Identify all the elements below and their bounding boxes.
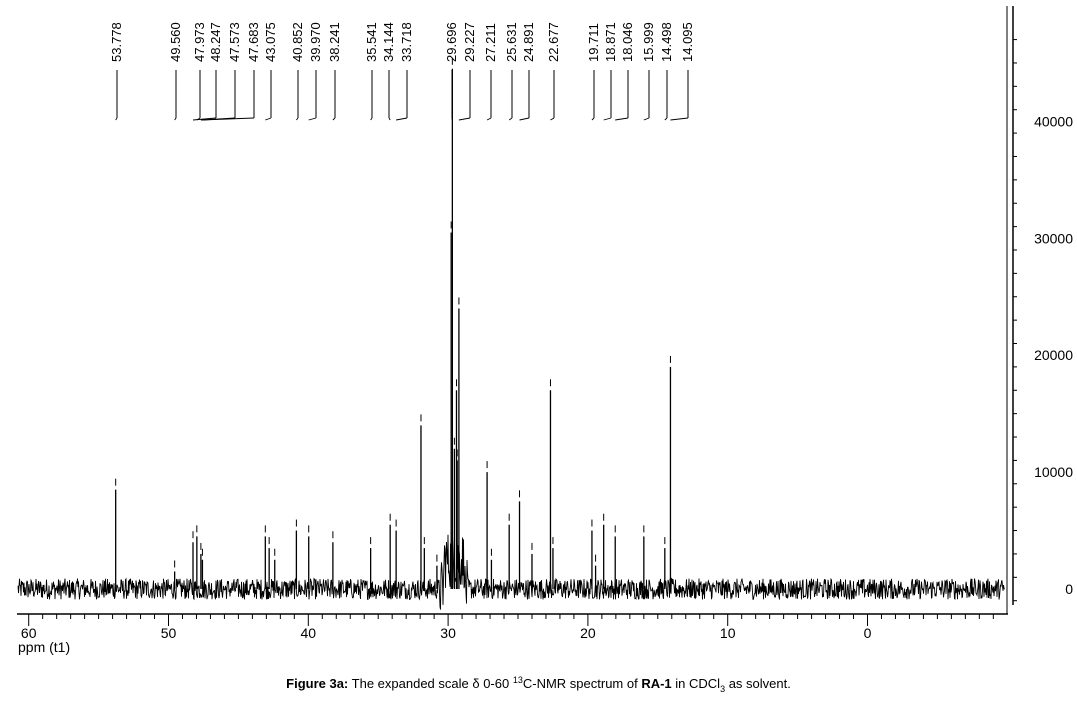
peak-label-connector [396,117,408,121]
peak-label-connector [265,117,272,121]
caption-subscript: 3 [720,684,726,694]
peak-label: 35.541 [364,22,379,62]
peak-label-connector [332,117,336,121]
peak-label: 47.573 [227,22,242,62]
peak-label-connector [603,117,612,121]
nmr-spectrum-chart: 53.778 49.560 47.973 48.247 47.573 47.683 43.0… [17,6,1073,655]
peak-label-connector [643,117,650,121]
peak-label-connector [519,117,530,121]
peak-label-layer: 53.778 49.560 47.973 48.247 47.573 47.683 43.0… [109,22,695,121]
baseline-noise-trace [17,534,1005,610]
peak-label-connector [591,117,595,121]
x-tick-label: 50 [161,625,177,641]
caption-text-end: as solvent. [725,676,791,691]
peak-label: 38.241 [327,22,342,62]
peak-label: 47.683 [246,22,261,62]
peak-label-connector [192,117,217,121]
y-tick-label: 0 [1065,581,1073,597]
x-tick-label: 60 [21,625,37,641]
peak-label-connector [370,117,373,121]
x-axis-label: ppm (t1) [18,639,70,655]
peak-label: 18.871 [603,22,618,62]
peak-label-connector [296,117,299,121]
peak-label: 47.973 [192,22,207,62]
axes-layer: 60 50 40 30 20 10 0 0 10000 20000 30000 40000 [17,6,1073,641]
peak-label: 15.999 [641,22,656,62]
caption-compound: RA-1 [641,676,672,691]
peak-label: 27.211 [483,23,498,62]
peak-label-connector [508,117,513,121]
y-tick-label: 10000 [1034,464,1073,480]
peak-label: 34.144 [381,22,396,62]
y-tick-label: 30000 [1034,230,1073,246]
peak-label-connector [388,117,391,121]
peak-label: 39.970 [308,22,323,62]
peak-label: 49.560 [168,22,183,62]
x-tick-label: 30 [440,625,456,641]
figure-label: Figure 3a: [286,676,349,691]
peak-label: 40.852 [290,22,305,62]
peak-label: 53.778 [109,22,124,62]
peak-label: 19.711 [586,23,601,62]
peak-label: 22.677 [546,22,561,62]
peak-label-connector [308,117,317,121]
peak-label: 48.247 [208,22,223,62]
peak-layer [115,57,672,589]
peak-label: 43.075 [263,22,278,62]
peak-label-connector [664,117,668,121]
peak-label-connector [115,117,118,121]
peak-label-connector [174,117,177,121]
peak-label: 14.095 [680,22,695,62]
peak-label-connector [458,117,471,121]
caption-superscript: 13 [512,675,523,685]
caption-text-before: The expanded scale δ 0-60 [351,676,513,691]
peak-label: 29.227 [462,22,477,62]
peak-label-connector [486,117,492,121]
baseline-noise-layer [17,534,1005,610]
peak-label-connector [550,117,555,121]
x-tick-label: 0 [864,625,872,641]
y-tick-label: 20000 [1034,347,1073,363]
figure-caption: Figure 3a: The expanded scale δ 0-60 13C… [0,675,1077,694]
x-tick-label: 40 [301,625,317,641]
peak-label: 24.891 [521,22,536,62]
peak-label-connector [200,117,255,121]
y-tick-label: 40000 [1034,113,1073,129]
peak-label-connector [615,117,629,121]
x-tick-label: 10 [720,625,736,641]
caption-text-after-compound: in CDCl [671,676,721,691]
peak-label: 33.718 [399,22,414,62]
peak-label: 18.046 [620,22,635,62]
caption-text-middle: C-NMR spectrum of [522,676,642,691]
peak-label: 29.696 [444,22,459,62]
peak-label: 25.631 [504,22,519,62]
peak-label-connector [670,117,689,121]
x-tick-label: 20 [580,625,596,641]
peak-label: 14.498 [659,22,674,62]
